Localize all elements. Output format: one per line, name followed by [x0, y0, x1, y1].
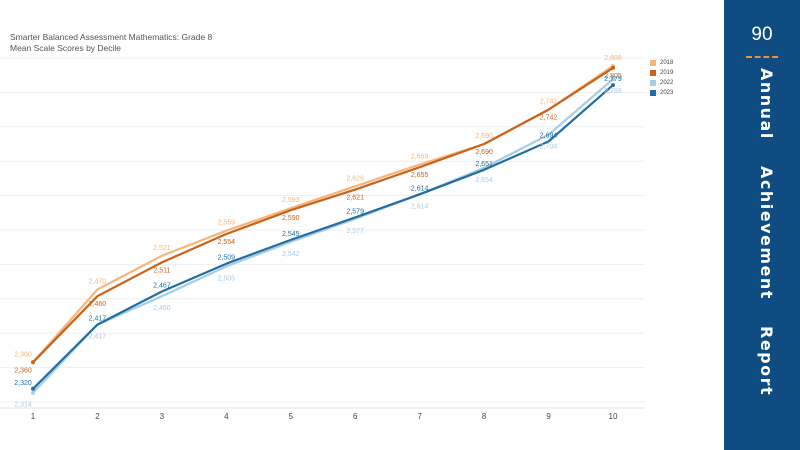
- data-label-2023: 2,509: [218, 255, 236, 262]
- report-title: Annual Achievement Report: [748, 68, 776, 428]
- legend-item-2018: 2018: [650, 58, 673, 68]
- data-label-2022: 2,614: [411, 203, 429, 210]
- report-title-word-annual: Annual: [757, 68, 776, 140]
- data-label-2022: 2,577: [346, 228, 364, 235]
- data-label-2018: 2,626: [346, 175, 364, 182]
- data-point-2022: [31, 390, 35, 395]
- data-label-2022: 2,788: [604, 88, 622, 95]
- x-tick-label: 8: [482, 412, 487, 421]
- data-label-2019: 2,460: [89, 301, 107, 308]
- legend-swatch: [650, 80, 656, 86]
- data-point-2022: [611, 77, 615, 82]
- dashed-divider: [746, 56, 778, 58]
- data-label-2023: 2,694: [540, 132, 558, 139]
- data-label-2019: 2,511: [153, 267, 170, 274]
- chart-title: Smarter Balanced Assessment Mathematics:…: [10, 32, 213, 42]
- x-tick-label: 2: [95, 412, 100, 421]
- data-label-2023: 2,779: [604, 76, 622, 83]
- x-tick-label: 10: [609, 412, 618, 421]
- chart-title-block: Smarter Balanced Assessment Mathematics:…: [10, 32, 212, 54]
- data-point-2019: [611, 65, 615, 70]
- data-label-2022: 2,704: [540, 144, 558, 151]
- data-point-2023: [31, 386, 35, 391]
- chart-legend: 2018 2019 2022 2023: [650, 58, 673, 98]
- data-label-2019: 2,621: [346, 195, 364, 202]
- x-tick-label: 5: [289, 412, 294, 421]
- x-tick-label: 6: [353, 412, 358, 421]
- legend-swatch: [650, 60, 656, 66]
- line-chart: 1 2 3 4 5 6 7 8 9 10 2,360 2,470 2,521 2,559 2,593 2,62…: [0, 55, 645, 421]
- legend-label: 2018: [660, 60, 674, 66]
- data-label-2023: 2,579: [346, 208, 364, 215]
- legend-label: 2022: [660, 80, 674, 86]
- legend-item-2023: 2023: [650, 88, 673, 98]
- data-label-2019: 2,590: [282, 215, 300, 222]
- legend-label: 2023: [660, 90, 674, 96]
- data-label-2019: 2,690: [475, 149, 493, 156]
- data-label-2019: 2,360: [14, 367, 32, 374]
- data-label-2019: 2,805: [604, 73, 622, 80]
- legend-item-2022: 2022: [650, 78, 673, 88]
- report-title-word-report: Report: [757, 325, 776, 396]
- series-line-2023: [31, 83, 615, 390]
- series-line-2019: [31, 66, 615, 364]
- legend-item-2019: 2019: [650, 68, 673, 78]
- data-label-2023: 2,467: [153, 283, 171, 290]
- side-panel: 90 Annual Achievement Report: [724, 0, 800, 450]
- data-point-2019: [31, 360, 35, 365]
- data-label-2022: 2,460: [153, 305, 171, 312]
- data-label-2022: 2,654: [475, 177, 493, 184]
- data-label-2023: 2,417: [89, 316, 107, 323]
- data-label-2018: 2,808: [604, 55, 622, 62]
- data-label-2018: 2,659: [411, 154, 429, 161]
- chart-subtitle: Mean Scale Scores by Decile: [10, 43, 122, 53]
- page-number: 90: [751, 24, 773, 45]
- data-label-2019: 2,655: [411, 172, 429, 179]
- data-label-2022: 2,417: [89, 334, 107, 341]
- data-label-2022: 2,505: [218, 275, 236, 282]
- x-tick-label: 1: [31, 412, 36, 421]
- data-label-2022: 2,314: [14, 402, 32, 409]
- x-tick-label: 4: [224, 412, 229, 421]
- data-label-2018: 2,360: [14, 351, 32, 358]
- x-tick-label: 9: [546, 412, 551, 421]
- data-label-2018: 2,521: [153, 245, 171, 252]
- data-label-2022: 2,542: [282, 251, 300, 258]
- x-tick-label: 3: [160, 412, 165, 421]
- series-line-2018: [31, 64, 615, 364]
- data-label-2019: 2,742: [540, 115, 558, 122]
- legend-label: 2019: [660, 70, 674, 76]
- data-label-2018: 2,593: [282, 197, 300, 204]
- data-label-2019: 2,554: [218, 239, 236, 246]
- chart-area: Smarter Balanced Assessment Mathematics:…: [0, 32, 673, 421]
- data-label-2023: 2,651: [475, 161, 493, 168]
- data-label-2018: 2,742: [540, 99, 558, 106]
- data-label-2018: 2,470: [89, 279, 107, 286]
- report-title-word-achievement: Achievement: [757, 165, 776, 300]
- data-label-2023: 2,320: [14, 380, 32, 387]
- legend-swatch: [650, 90, 656, 96]
- data-point-2023: [611, 83, 615, 88]
- data-label-2018: 2,559: [218, 220, 236, 227]
- x-tick-label: 7: [417, 412, 422, 421]
- data-label-2018: 2,690: [475, 133, 493, 140]
- legend-swatch: [650, 70, 656, 76]
- data-label-2023: 2,614: [411, 185, 429, 192]
- data-label-2023: 2,545: [282, 231, 300, 238]
- series-line-2022: [31, 78, 615, 394]
